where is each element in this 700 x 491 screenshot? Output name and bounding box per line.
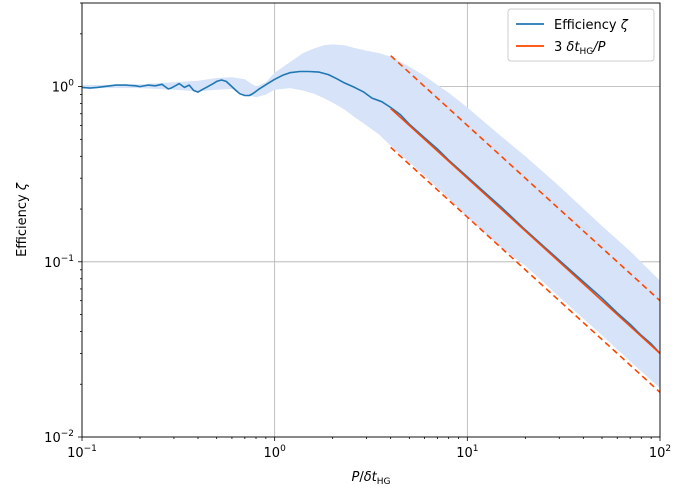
dashed-bound-line-2 <box>390 55 661 302</box>
series-line-1 <box>390 107 661 354</box>
x-tick-label-1: 100 <box>264 444 287 461</box>
y-tick-label-0: 10−2 <box>44 429 74 446</box>
x-tick-label-0: 10−1 <box>67 444 97 461</box>
axes-frame <box>81 2 661 438</box>
y-tick-label-2: 100 <box>52 79 75 96</box>
axes <box>78 2 661 441</box>
uncertainty-band-area <box>82 44 660 389</box>
legend-box <box>507 8 655 62</box>
y-axis-label: Efficiency ζ <box>15 182 30 257</box>
legend-label-0: Efficiency ζ <box>554 18 629 33</box>
x-tick-label-3: 102 <box>649 444 671 461</box>
legend-label-1: 3 δtHG/P <box>554 40 606 57</box>
uncertainty-band <box>82 44 660 389</box>
series-line-0 <box>81 70 661 354</box>
series-layer <box>81 55 661 393</box>
x-tick-label-2: 101 <box>456 444 478 461</box>
x-axis-label: P/δtHG <box>351 470 390 487</box>
y-tick-label-1: 10−1 <box>44 254 74 271</box>
legend: Efficiency ζ 3 δtHG/P <box>507 8 655 62</box>
dashed-bound-line-3 <box>390 146 661 393</box>
